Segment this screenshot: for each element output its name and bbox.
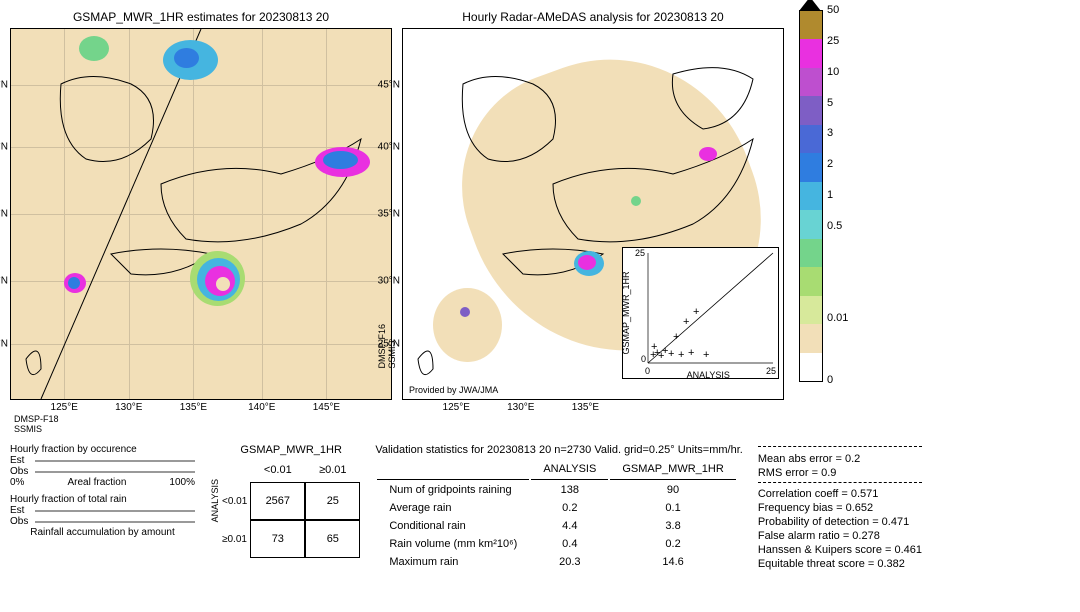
radar-map: 45°N 40°N 35°N 30°N 25°N 125°E 130°E 135… [402, 28, 784, 400]
colorbar-labels: 50251053210.50.010 [827, 10, 862, 380]
gsmap-panel: GSMAP_MWR_1HR estimates for 20230813 20 [10, 10, 392, 434]
bottom-row: Hourly fraction by occurence EstObs 0% A… [10, 444, 1070, 572]
sensor-label-bl: DMSP-F18SSMIS [14, 414, 59, 434]
provided-by: Provided by JWA/JMA [409, 385, 498, 395]
scatter-inset: + + + + + + + + + + + + ANALYSIS GSMAP_M… [622, 247, 779, 379]
coastline [11, 29, 391, 399]
validation-panel: Validation statistics for 20230813 20 n=… [375, 444, 743, 572]
contingency-ylabel: ANALYSIS [210, 479, 220, 522]
fraction-title-1: Hourly fraction by occurence [10, 444, 195, 455]
metrics-panel: Mean abs error = 0.2RMS error = 0.9Corre… [758, 444, 922, 572]
radar-panel: Hourly Radar-AMeDAS analysis for 2023081… [402, 10, 784, 434]
colorbar: 50251053210.50.010 [799, 10, 862, 434]
fraction-title-2: Hourly fraction of total rain [10, 494, 195, 505]
contingency-cell: 65 [305, 520, 360, 558]
gsmap-title: GSMAP_MWR_1HR estimates for 20230813 20 [73, 10, 329, 24]
validation-header: Validation statistics for 20230813 20 n=… [375, 444, 743, 456]
radar-title: Hourly Radar-AMeDAS analysis for 2023081… [462, 10, 723, 24]
contingency-cell: 25 [305, 482, 360, 520]
top-row: GSMAP_MWR_1HR estimates for 20230813 20 [10, 10, 1070, 434]
fraction-panel: Hourly fraction by occurence EstObs 0% A… [10, 444, 195, 538]
contingency-panel: ANALYSIS GSMAP_MWR_1HR <0.01 ≥0.01 <0.01… [210, 444, 360, 558]
contingency-cell: 73 [250, 520, 305, 558]
validation-table: ANALYSIS GSMAP_MWR_1HR Num of gridpoints… [375, 460, 737, 572]
contingency-xlabel: GSMAP_MWR_1HR [222, 444, 360, 456]
gsmap-map: 45°N 40°N 35°N 30°N 25°N 125°E 130°E 135… [10, 28, 392, 400]
contingency-cell: 2567 [250, 482, 305, 520]
